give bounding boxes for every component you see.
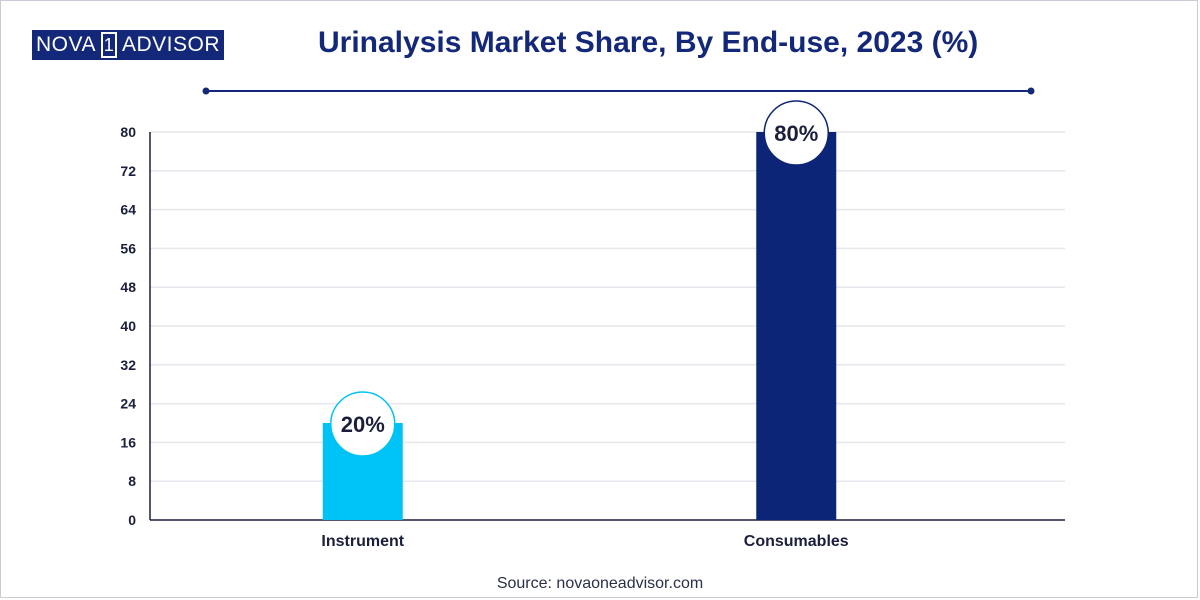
data-label: 80% [774, 121, 818, 146]
y-tick-label: 80 [120, 124, 136, 140]
title-underline-left-dot [202, 87, 210, 95]
x-tick-label: Consumables [744, 533, 849, 550]
data-label: 20% [341, 412, 385, 437]
brand-logo: NOVA 1 ADVISOR [32, 30, 224, 60]
logo-text-nova: NOVA [36, 33, 96, 56]
y-tick-label: 56 [120, 240, 136, 256]
y-tick-label: 24 [120, 396, 136, 412]
logo-text-one: 1 [100, 32, 117, 58]
title-underline-right-dot [1027, 87, 1035, 95]
y-tick-label: 0 [128, 512, 136, 528]
y-tick-label: 48 [120, 279, 136, 295]
y-tick-label: 40 [120, 318, 136, 334]
y-tick-label: 16 [120, 434, 136, 450]
value-label-bubble [763, 100, 829, 166]
logo-text-advisor: ADVISOR [121, 33, 220, 56]
y-tick-label: 64 [120, 202, 136, 218]
source-note: Source: novaoneadvisor.com [496, 575, 704, 592]
y-tick-label: 32 [120, 357, 136, 373]
x-tick-label: Instrument [321, 533, 404, 550]
y-tick-label: 8 [128, 473, 136, 489]
value-label-bubble [330, 391, 396, 457]
bar [756, 132, 837, 520]
chart-title: Urinalysis Market Share, By End-use, 202… [318, 26, 979, 59]
y-tick-label: 72 [120, 163, 136, 179]
title-underline [202, 87, 1035, 95]
